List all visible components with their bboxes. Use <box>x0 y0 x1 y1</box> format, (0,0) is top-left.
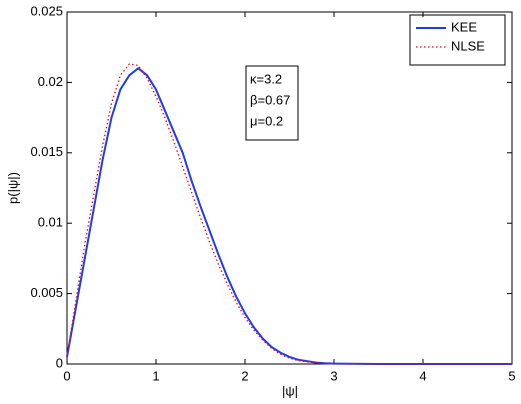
x-tick-label: 2 <box>241 368 248 383</box>
y-axis-label: p(|ψ|) <box>5 172 20 204</box>
legend-label: KEE <box>451 19 477 34</box>
x-tick-label: 0 <box>63 368 70 383</box>
annotation-text: κ=3.2 <box>250 71 282 86</box>
legend-box <box>409 14 506 66</box>
annotation-text: μ=0.2 <box>250 113 283 128</box>
y-tick-label: 0.01 <box>38 215 63 230</box>
legend-label: NLSE <box>451 38 485 53</box>
x-tick-label: 1 <box>152 368 159 383</box>
x-tick-label: 3 <box>330 368 337 383</box>
annotation: κ=3.2 β=0.67 μ=0.2 <box>245 65 299 141</box>
plot-area <box>66 11 513 365</box>
x-tick-label: 5 <box>508 368 515 383</box>
y-tick-label: 0.025 <box>30 3 63 18</box>
y-tick-label: 0 <box>56 355 63 370</box>
legend: KEE NLSE <box>409 14 506 66</box>
annotation-text: β=0.67 <box>250 92 290 107</box>
y-tick-label: 0.015 <box>30 144 63 159</box>
series-line <box>66 67 512 365</box>
x-tick-label: 4 <box>419 368 426 383</box>
series-line <box>66 63 512 365</box>
y-tick-label: 0.02 <box>38 74 63 89</box>
y-tick-label: 0.005 <box>30 285 63 300</box>
x-axis-label: |ψ| <box>282 383 298 398</box>
annotation-box <box>245 65 299 141</box>
